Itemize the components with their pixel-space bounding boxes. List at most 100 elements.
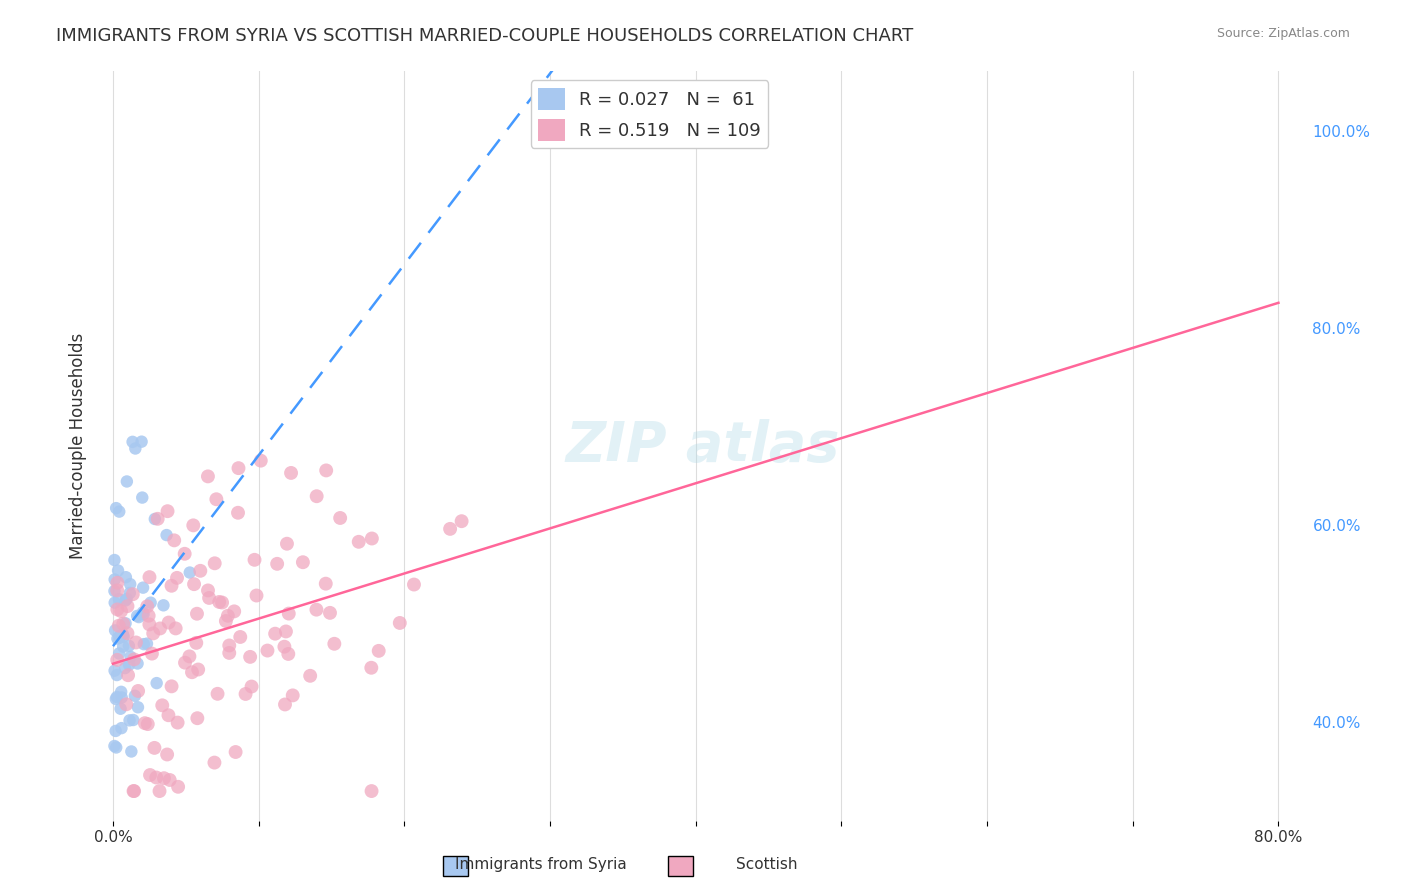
Point bbox=[118, 714, 141, 728]
Point bbox=[360, 784, 382, 798]
Point bbox=[439, 522, 461, 536]
Point bbox=[114, 661, 136, 675]
Point bbox=[305, 489, 328, 503]
Point bbox=[138, 608, 160, 623]
Point bbox=[274, 624, 297, 639]
Point bbox=[108, 629, 131, 643]
Point bbox=[276, 537, 298, 551]
Point bbox=[159, 772, 181, 787]
Point bbox=[146, 512, 169, 526]
Point bbox=[160, 579, 183, 593]
Point bbox=[277, 607, 299, 621]
Point bbox=[266, 557, 288, 571]
Point bbox=[204, 756, 226, 770]
Point bbox=[179, 649, 201, 664]
Point bbox=[239, 649, 262, 664]
Point bbox=[274, 698, 297, 712]
Point bbox=[167, 780, 190, 794]
Point bbox=[143, 512, 166, 526]
Point bbox=[111, 690, 134, 705]
Legend: R = 0.027   N =  61, R = 0.519   N = 109: R = 0.027 N = 61, R = 0.519 N = 109 bbox=[530, 80, 768, 148]
Point bbox=[141, 647, 163, 661]
Point bbox=[127, 700, 149, 714]
Point bbox=[173, 547, 195, 561]
Point bbox=[150, 698, 173, 713]
Point bbox=[360, 661, 382, 675]
Point bbox=[145, 771, 167, 785]
Point bbox=[114, 616, 136, 631]
Point bbox=[165, 621, 187, 635]
Point bbox=[112, 630, 135, 644]
Point bbox=[124, 442, 146, 456]
Point bbox=[127, 684, 149, 698]
Point bbox=[256, 643, 278, 657]
Point bbox=[105, 653, 128, 667]
Point bbox=[315, 576, 337, 591]
Point bbox=[103, 739, 125, 753]
Point bbox=[224, 604, 246, 618]
Point bbox=[277, 647, 299, 661]
Point bbox=[134, 716, 156, 731]
Point bbox=[115, 570, 138, 584]
Point bbox=[138, 570, 160, 584]
Point bbox=[131, 434, 153, 449]
Point bbox=[148, 784, 170, 798]
Point bbox=[299, 669, 322, 683]
Point bbox=[166, 571, 188, 585]
Point bbox=[218, 639, 240, 653]
Point bbox=[149, 622, 172, 636]
Point bbox=[305, 602, 328, 616]
Point bbox=[157, 615, 180, 630]
Point bbox=[319, 606, 342, 620]
Point bbox=[249, 453, 271, 467]
Point bbox=[208, 595, 231, 609]
Point bbox=[132, 607, 155, 621]
Point bbox=[273, 640, 295, 654]
Point bbox=[117, 599, 139, 614]
Point bbox=[108, 592, 131, 607]
Point bbox=[205, 492, 228, 507]
Point bbox=[104, 596, 127, 610]
Point bbox=[124, 689, 146, 703]
Point bbox=[120, 577, 142, 591]
Point bbox=[131, 491, 153, 505]
Point bbox=[136, 637, 159, 651]
Point bbox=[388, 615, 411, 630]
Point bbox=[152, 599, 174, 613]
Text: Source: ZipAtlas.com: Source: ZipAtlas.com bbox=[1216, 27, 1350, 40]
Point bbox=[179, 566, 201, 580]
Point bbox=[160, 679, 183, 693]
Point bbox=[174, 656, 197, 670]
Point bbox=[229, 630, 252, 644]
Point bbox=[240, 680, 263, 694]
Point bbox=[163, 533, 186, 548]
Text: IMMIGRANTS FROM SYRIA VS SCOTTISH MARRIED-COUPLE HOUSEHOLDS CORRELATION CHART: IMMIGRANTS FROM SYRIA VS SCOTTISH MARRIE… bbox=[56, 27, 914, 45]
Y-axis label: Married-couple Households: Married-couple Households bbox=[69, 333, 87, 559]
Point bbox=[105, 583, 128, 598]
Point bbox=[107, 564, 129, 578]
Point bbox=[186, 636, 208, 650]
Point bbox=[207, 687, 229, 701]
Point bbox=[360, 532, 382, 546]
Point bbox=[103, 584, 125, 599]
Point bbox=[104, 692, 127, 706]
Point bbox=[450, 514, 472, 528]
Point bbox=[138, 617, 160, 632]
Point bbox=[121, 587, 143, 601]
Point bbox=[105, 740, 128, 755]
Point bbox=[105, 690, 128, 704]
Point bbox=[235, 687, 257, 701]
Point bbox=[105, 668, 128, 682]
Point bbox=[105, 501, 128, 516]
Point bbox=[187, 663, 209, 677]
Point bbox=[153, 771, 176, 785]
Point bbox=[139, 768, 162, 782]
Point bbox=[225, 745, 247, 759]
Point bbox=[111, 627, 134, 641]
Point bbox=[228, 461, 250, 475]
Point bbox=[181, 518, 204, 533]
Point bbox=[183, 577, 205, 591]
Text: Scottish: Scottish bbox=[735, 857, 797, 872]
Point bbox=[110, 702, 132, 716]
Point bbox=[329, 511, 352, 525]
